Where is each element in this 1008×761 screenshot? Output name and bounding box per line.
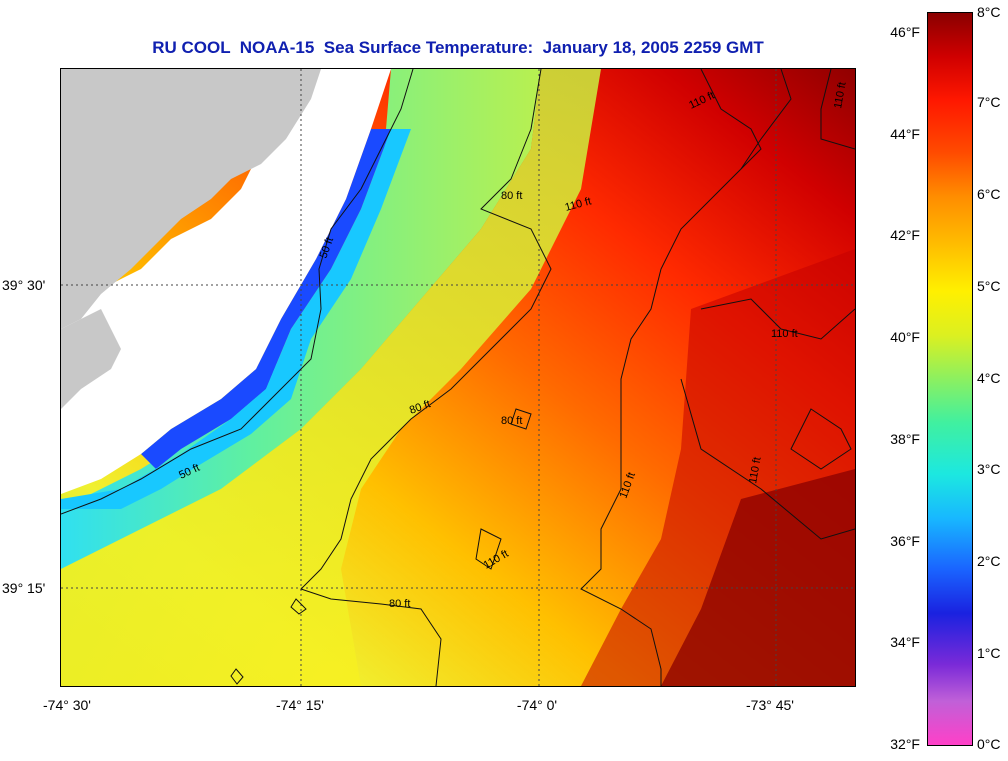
- colorbar-f-label: 46°F: [890, 24, 920, 40]
- colorbar-c-label: 1°C: [977, 645, 1001, 661]
- contour-label: 80 ft: [501, 415, 522, 427]
- colorbar-c-label: 8°C: [977, 4, 1001, 20]
- land-mass: [61, 69, 321, 329]
- shoreline-cold-band: [141, 129, 391, 469]
- contour-label: 110 ft: [747, 456, 763, 484]
- contour-label: 110 ft: [832, 81, 848, 109]
- sst-map-canvas: 50 ft 50 ft 80 ft 80 ft 80 ft 80 ft 110 …: [61, 69, 855, 686]
- colorbar-c-label: 6°C: [977, 186, 1001, 202]
- contour-label: 80 ft: [501, 190, 522, 202]
- latitude-label: 39° 15': [2, 580, 46, 596]
- land-inner: [61, 309, 121, 409]
- contour-label: 80 ft: [389, 598, 410, 610]
- temperature-colorbar: [927, 12, 973, 746]
- colorbar-f-label: 32°F: [890, 736, 920, 752]
- depth-contours: [61, 69, 855, 686]
- coastal-bays: [61, 69, 391, 494]
- colorbar-f-label: 42°F: [890, 227, 920, 243]
- graticule: [61, 69, 855, 686]
- colorbar-c-label: 2°C: [977, 553, 1001, 569]
- colorbar-c-label: 0°C: [977, 736, 1001, 752]
- colorbar-f-label: 40°F: [890, 329, 920, 345]
- map-title: RU COOL NOAA-15 Sea Surface Temperature:…: [152, 38, 764, 57]
- colorbar-f-label: 36°F: [890, 533, 920, 549]
- colorbar-f-label: 34°F: [890, 634, 920, 650]
- colorbar-c-label: 5°C: [977, 278, 1001, 294]
- sst-map[interactable]: 50 ft 50 ft 80 ft 80 ft 80 ft 80 ft 110 …: [60, 68, 856, 687]
- colorbar-c-label: 3°C: [977, 461, 1001, 477]
- shoreline-cyan-band: [61, 129, 411, 509]
- contour-label: 110 ft: [771, 328, 798, 340]
- longitude-label: -74° 15': [276, 697, 324, 713]
- colorbar-f-label: 44°F: [890, 126, 920, 142]
- warm-core-inner: [661, 469, 855, 686]
- colorbar-f-label: 38°F: [890, 431, 920, 447]
- longitude-label: -73° 45': [746, 697, 794, 713]
- colorbar-c-label: 7°C: [977, 94, 1001, 110]
- nearshore-yellow-band: [61, 69, 601, 686]
- latitude-label: 39° 30': [2, 277, 46, 293]
- longitude-label: -74° 0': [516, 697, 558, 713]
- colorbar-c-label: 4°C: [977, 370, 1001, 386]
- longitude-label: -74° 30': [43, 697, 91, 713]
